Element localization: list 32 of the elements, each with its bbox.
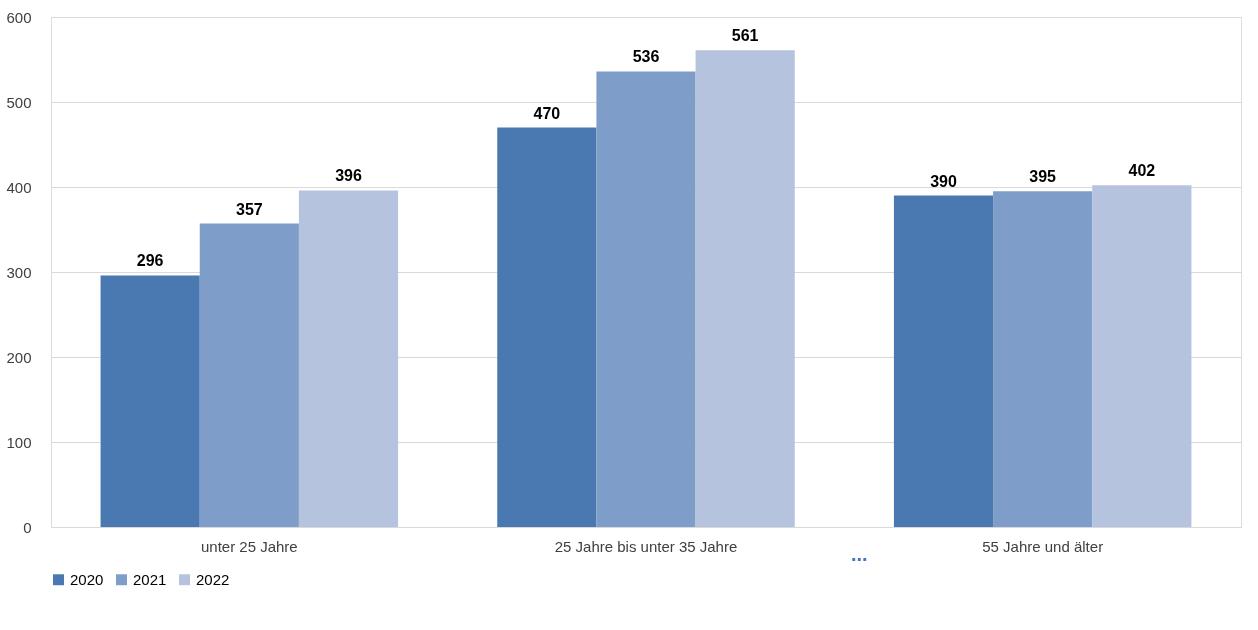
bar bbox=[298, 190, 399, 527]
x-tick-label: 25 Jahre bis unter 35 Jahre bbox=[554, 537, 738, 555]
data-label: 536 bbox=[632, 48, 660, 66]
data-label: 296 bbox=[136, 252, 164, 270]
x-tick-label: unter 25 Jahre bbox=[200, 537, 298, 555]
data-label: 396 bbox=[335, 167, 362, 185]
data-label: 395 bbox=[1029, 168, 1057, 186]
data-label: 470 bbox=[533, 104, 561, 122]
bar bbox=[695, 50, 795, 527]
data-label: 402 bbox=[1128, 162, 1156, 180]
y-tick-label: 200 bbox=[6, 348, 32, 366]
legend-label: 2022 bbox=[196, 570, 230, 588]
text: ... bbox=[851, 543, 868, 565]
x-tick-label: 55 Jahre und älter bbox=[982, 537, 1104, 555]
bar bbox=[893, 195, 994, 527]
y-tick-label: 100 bbox=[6, 433, 32, 451]
y-tick-label: 500 bbox=[6, 93, 32, 111]
bar bbox=[596, 71, 696, 527]
bar bbox=[199, 223, 299, 527]
data-label: 561 bbox=[731, 27, 759, 45]
legend-label: 2020 bbox=[70, 570, 104, 588]
data-label: 390 bbox=[930, 172, 957, 190]
bar bbox=[993, 191, 1093, 527]
y-tick-label: 600 bbox=[6, 8, 32, 26]
bar bbox=[100, 275, 200, 527]
bar bbox=[497, 127, 597, 527]
y-tick-label: 0 bbox=[23, 518, 32, 536]
data-label: 357 bbox=[235, 200, 263, 218]
y-tick-label: 300 bbox=[6, 263, 32, 281]
bar bbox=[1092, 185, 1192, 527]
legend-label: 2021 bbox=[133, 570, 167, 588]
y-tick-label: 400 bbox=[6, 178, 32, 196]
